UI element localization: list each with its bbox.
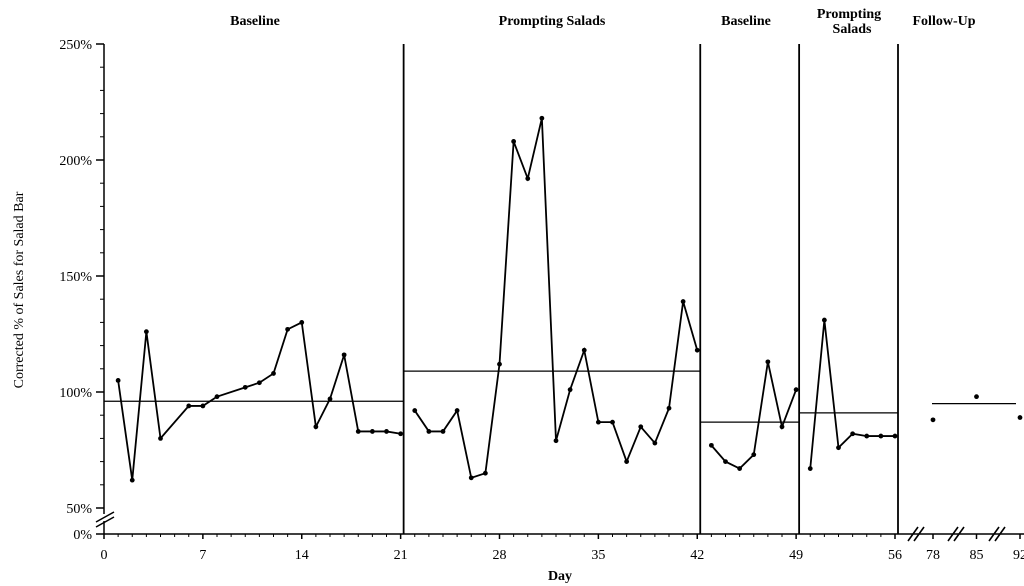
data-point bbox=[974, 394, 979, 400]
x-axis-label: Day bbox=[548, 569, 572, 584]
x-tick-label: 85 bbox=[970, 548, 984, 563]
data-point bbox=[482, 470, 488, 476]
phase-change-lines bbox=[402, 44, 899, 534]
data-point bbox=[666, 405, 672, 411]
x-axis-break-3a bbox=[988, 526, 1000, 542]
data-point bbox=[299, 320, 305, 325]
phase-label-baseline-2: Baseline bbox=[721, 14, 771, 29]
axis-ticks: 0% 50% 100% 150% 200% 250% 0 7 14 21 28 35 42 49 56 78 8… bbox=[59, 38, 1024, 563]
data-series bbox=[115, 115, 1023, 483]
data-point bbox=[708, 442, 714, 448]
data-point bbox=[567, 387, 573, 393]
data-point bbox=[271, 371, 276, 376]
x-tick-label: 49 bbox=[789, 548, 803, 563]
data-point bbox=[807, 466, 813, 471]
y-tick-label: 250% bbox=[59, 38, 92, 53]
y-tick-label: 150% bbox=[59, 270, 92, 285]
y-tick-label: 50% bbox=[66, 502, 92, 517]
data-point bbox=[327, 396, 333, 402]
y-tick-label: 0% bbox=[73, 528, 92, 543]
y-tick-label: 200% bbox=[59, 154, 92, 169]
data-point bbox=[821, 317, 827, 323]
data-point bbox=[511, 139, 517, 144]
data-point bbox=[341, 352, 347, 358]
x-tick-label: 92 bbox=[1013, 548, 1024, 563]
data-point bbox=[256, 380, 262, 386]
data-point bbox=[836, 445, 841, 451]
data-point bbox=[652, 440, 658, 446]
data-point bbox=[624, 459, 630, 464]
data-point bbox=[930, 417, 936, 423]
data-point bbox=[369, 429, 375, 434]
x-tick-label: 0 bbox=[101, 548, 108, 563]
x-tick-label: 28 bbox=[493, 548, 507, 563]
data-point bbox=[1017, 415, 1023, 420]
data-point bbox=[468, 475, 474, 481]
data-point bbox=[384, 429, 389, 434]
data-point bbox=[680, 299, 686, 304]
data-point bbox=[878, 433, 884, 439]
data-point bbox=[525, 176, 531, 181]
x-axis-break-1a bbox=[907, 526, 919, 542]
data-point bbox=[285, 326, 291, 332]
y-tick-label: 100% bbox=[59, 386, 92, 401]
series-line bbox=[809, 319, 895, 469]
data-point bbox=[539, 115, 545, 121]
x-tick-label: 56 bbox=[888, 548, 902, 563]
x-tick-label: 14 bbox=[295, 548, 309, 563]
data-point bbox=[638, 424, 644, 430]
x-tick-label: 21 bbox=[394, 548, 408, 563]
x-axis-break-2b bbox=[953, 526, 965, 542]
data-point bbox=[723, 459, 728, 464]
data-point bbox=[186, 403, 192, 409]
phase-mean-lines bbox=[104, 370, 1016, 423]
y-axis-label: Corrected % of Sales for Salad Bar bbox=[12, 191, 27, 388]
data-point bbox=[694, 347, 700, 353]
series-line bbox=[414, 118, 699, 480]
data-point bbox=[751, 452, 757, 458]
data-point bbox=[143, 329, 149, 335]
data-point bbox=[313, 424, 319, 430]
phase-label-prompting-1: Prompting Salads bbox=[499, 14, 606, 29]
y-axis-break-mark-2 bbox=[95, 516, 115, 528]
phase-label-prompting-2-line2: Salads bbox=[833, 22, 872, 37]
data-point bbox=[440, 429, 446, 434]
x-axis-break-1b bbox=[913, 526, 925, 542]
data-point bbox=[214, 394, 220, 400]
data-point bbox=[412, 408, 418, 413]
x-axis-break-2a bbox=[947, 526, 959, 542]
y-axis-break-mark-1 bbox=[95, 511, 115, 523]
data-point bbox=[892, 433, 898, 439]
data-point bbox=[553, 438, 559, 444]
data-point bbox=[581, 347, 587, 353]
data-point bbox=[497, 361, 502, 367]
data-point bbox=[426, 429, 432, 434]
phase-label-baseline-1: Baseline bbox=[230, 14, 280, 29]
data-point bbox=[793, 387, 799, 393]
data-point bbox=[398, 431, 404, 437]
data-point bbox=[595, 419, 601, 425]
data-point bbox=[737, 466, 743, 471]
data-point bbox=[454, 408, 460, 413]
x-tick-label: 35 bbox=[591, 548, 605, 563]
x-tick-label: 7 bbox=[199, 548, 206, 563]
data-point bbox=[779, 424, 785, 430]
data-point bbox=[200, 403, 206, 409]
data-point bbox=[242, 384, 248, 390]
data-point bbox=[850, 431, 856, 437]
phase-label-prompting-2-line1: Prompting bbox=[817, 7, 881, 22]
data-point bbox=[864, 433, 870, 439]
data-point bbox=[610, 419, 615, 425]
x-axis-break-3b bbox=[994, 526, 1006, 542]
data-point bbox=[129, 477, 135, 483]
data-point bbox=[765, 359, 771, 365]
data-point bbox=[158, 436, 163, 441]
x-tick-label: 78 bbox=[926, 548, 940, 563]
data-point bbox=[115, 378, 121, 383]
phase-label-follow-up: Follow-Up bbox=[913, 14, 976, 29]
data-point bbox=[355, 429, 361, 434]
x-tick-label: 42 bbox=[690, 548, 704, 563]
